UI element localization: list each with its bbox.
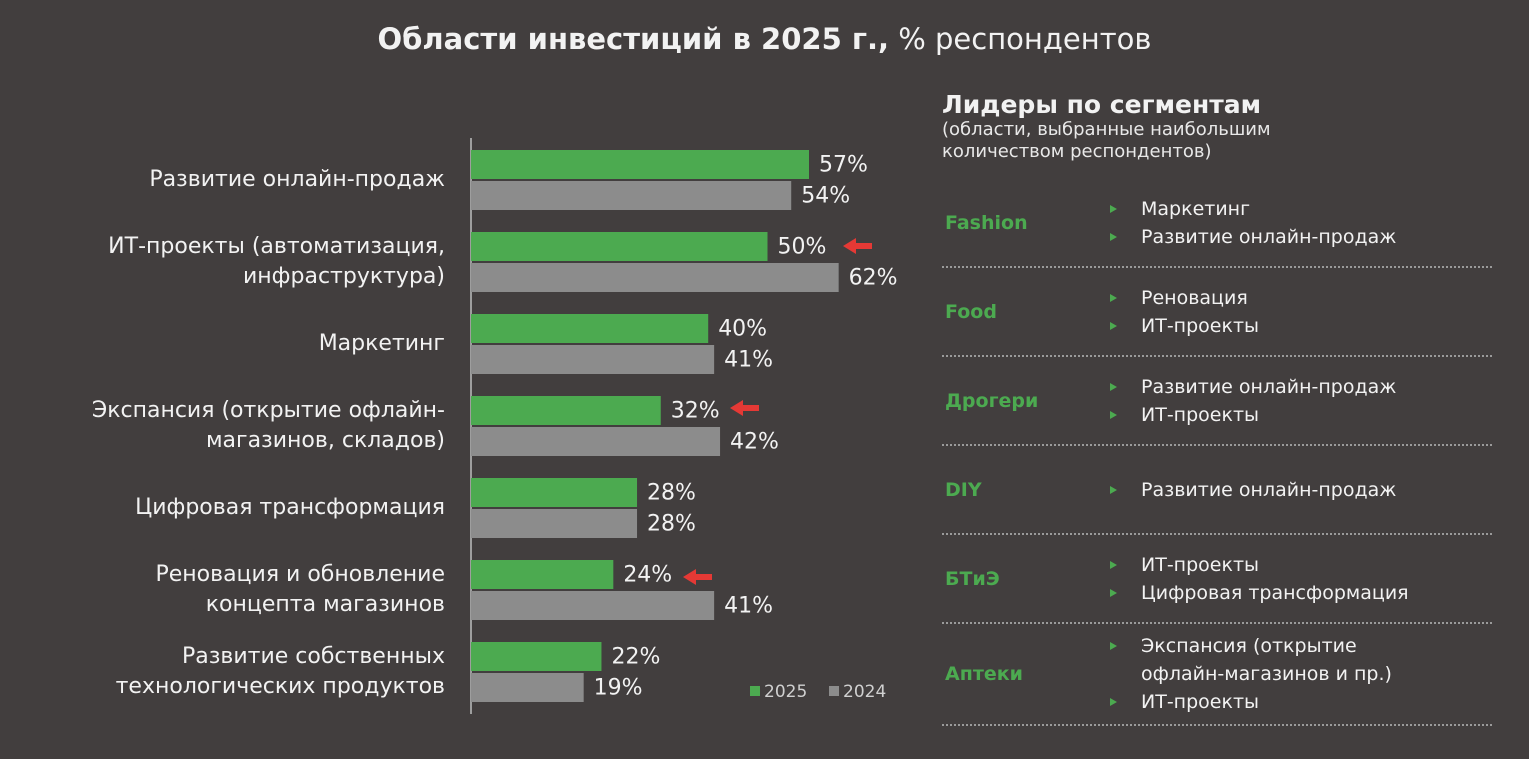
decline-arrow <box>843 238 872 254</box>
segment-item: ИТ-проекты <box>1110 688 1392 716</box>
category-label: Реновация и обновление концепта магазино… <box>155 562 445 617</box>
segment-item: Маркетинг <box>1110 195 1396 223</box>
bar <box>471 232 768 261</box>
segment-item: Экспансия (открытие офлайн-магазинов и п… <box>1110 632 1392 688</box>
category-label: ИТ-проекты (автоматизация, инфраструктур… <box>108 234 445 289</box>
bar <box>471 314 709 343</box>
segment-row: Дрогери Развитие онлайн-продаж ИТ-проекты <box>942 357 1492 446</box>
segment-item: ИТ-проекты <box>1110 551 1409 579</box>
bar <box>471 591 715 620</box>
value-label: 57% <box>819 153 868 178</box>
leaders-panel: Лидеры по сегментам (области, выбранные … <box>942 90 1492 726</box>
bar <box>471 345 715 374</box>
legend-label: 2024 <box>843 682 886 702</box>
segment-row: Fashion Маркетинг Развитие онлайн-продаж <box>942 179 1492 268</box>
value-label: 32% <box>671 399 720 424</box>
segment-row: БТиЭ ИТ-проекты Цифровая трансформация <box>942 535 1492 624</box>
legend-swatch <box>829 686 839 696</box>
segment-row: Food Реновация ИТ-проекты <box>942 268 1492 357</box>
value-label: 62% <box>849 266 898 291</box>
decline-arrow <box>730 400 759 416</box>
title: Области инвестиций в 2025 г., % респонде… <box>0 22 1529 56</box>
value-label: 24% <box>623 563 672 588</box>
value-label: 41% <box>724 348 773 373</box>
segment-item: Развитие онлайн-продаж <box>1110 373 1396 401</box>
segment-item: Цифровая трансформация <box>1110 579 1409 607</box>
value-label: 22% <box>611 645 660 670</box>
chart-title: Области инвестиций в 2025 г., <box>377 22 890 56</box>
value-label: 50% <box>778 235 827 260</box>
segment-name: Food <box>945 300 997 323</box>
bar <box>471 150 810 179</box>
segment-item: ИТ-проекты <box>1110 401 1396 429</box>
decline-arrow <box>683 569 712 585</box>
value-label: 42% <box>730 430 779 455</box>
value-label: 28% <box>647 481 696 506</box>
bar <box>471 560 614 589</box>
bar <box>471 478 638 507</box>
value-label: 54% <box>801 184 850 209</box>
segment-row: DIY Развитие онлайн-продаж <box>942 446 1492 535</box>
value-label: 28% <box>647 512 696 537</box>
bar <box>471 509 638 538</box>
segment-item: ИТ-проекты <box>1110 312 1259 340</box>
category-label: Цифровая трансформация <box>135 495 445 520</box>
category-label: Развитие онлайн-продаж <box>149 167 445 192</box>
segment-item: Развитие онлайн-продаж <box>1110 476 1396 504</box>
segment-name: Fashion <box>945 211 1028 234</box>
segment-name: Дрогери <box>945 389 1039 412</box>
bar <box>471 427 721 456</box>
segment-items: Экспансия (открытие офлайн-магазинов и п… <box>1110 632 1392 716</box>
panel-subtitle: (области, выбранные наибольшим количеств… <box>942 119 1271 162</box>
segment-items: Маркетинг Развитие онлайн-продаж <box>1110 195 1396 251</box>
segment-name: БТиЭ <box>945 567 1000 590</box>
segment-name: Аптеки <box>945 663 1023 685</box>
segment-items: Развитие онлайн-продаж <box>1110 476 1396 504</box>
segment-items: ИТ-проекты Цифровая трансформация <box>1110 551 1409 607</box>
category-label: Развитие собственных технологических про… <box>115 644 445 699</box>
category-label: Маркетинг <box>318 331 445 356</box>
panel-title: Лидеры по сегментам <box>942 90 1262 119</box>
legend-swatch <box>750 686 760 696</box>
value-label: 41% <box>724 594 773 619</box>
bar <box>471 673 584 702</box>
segment-list: Fashion Маркетинг Развитие онлайн-продаж Fo… <box>942 179 1492 726</box>
segment-item: Развитие онлайн-продаж <box>1110 223 1396 251</box>
segment-row: Аптеки Экспансия (открытие офлайн-магазин… <box>942 624 1492 726</box>
bar <box>471 181 792 210</box>
value-label: 19% <box>594 676 643 701</box>
segment-item: Реновация <box>1110 284 1259 312</box>
title-unit: % респондентов <box>898 22 1152 56</box>
bar <box>471 396 661 425</box>
value-label: 40% <box>718 317 767 342</box>
legend-label: 2025 <box>764 682 807 702</box>
bar <box>471 642 602 671</box>
segment-items: Реновация ИТ-проекты <box>1110 284 1259 340</box>
bar <box>471 263 839 292</box>
segment-name: DIY <box>945 478 982 501</box>
segment-items: Развитие онлайн-продаж ИТ-проекты <box>1110 373 1396 429</box>
category-label: Экспансия (открытие офлайн- магазинов, с… <box>91 398 445 453</box>
